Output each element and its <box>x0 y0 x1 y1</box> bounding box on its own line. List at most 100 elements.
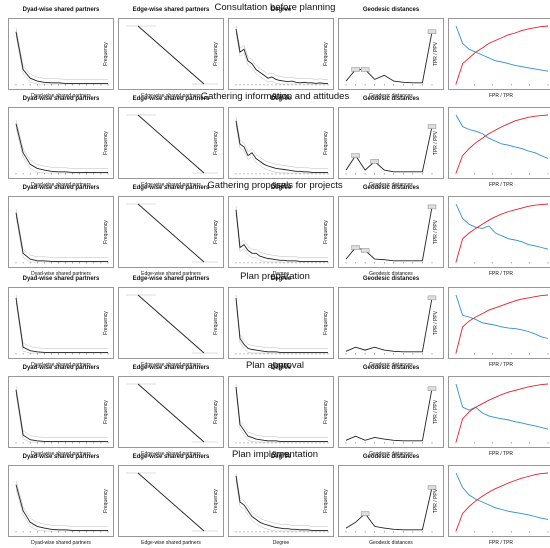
y-axis-label: Frequency <box>103 400 109 424</box>
plot-frame <box>448 196 550 268</box>
panel-plot <box>228 465 334 537</box>
x-axis-label: FPR / TPR <box>488 271 514 277</box>
plot-frame <box>228 465 334 537</box>
observed-line <box>345 126 433 173</box>
plot-frame <box>228 107 334 179</box>
panel-title: Geodesic distances <box>362 365 420 371</box>
panel-geo: Geodesic distances Geodesic distances Freq… <box>323 276 444 368</box>
plot-frame <box>338 196 444 268</box>
y-axis-label: Frequency <box>323 400 329 424</box>
sim-band-upper <box>15 294 108 349</box>
boxplot-marker <box>370 159 379 164</box>
boxplot-marker <box>360 248 370 253</box>
panel-geo: Geodesic distances Geodesic distances Freq… <box>323 7 444 99</box>
panel-dsp: Dyad-wise shared partners Dyad-wise share… <box>8 185 114 277</box>
observed-line <box>137 383 205 443</box>
panel-roc: FPR / TPR TPR / PPV <box>433 287 550 368</box>
plot-frame <box>338 287 444 359</box>
panel-plot <box>448 107 550 179</box>
panel-dsp: Dyad-wise shared partners Dyad-wise share… <box>8 454 114 546</box>
y-axis-label: Frequency <box>103 220 109 244</box>
panel-title: Dyad-wise shared partners <box>22 454 100 460</box>
roc-curve <box>455 203 549 263</box>
y-axis-label: Frequency <box>323 42 329 66</box>
x-axis-label: Edge-wise shared partners <box>141 93 201 99</box>
plot-frame <box>118 287 224 359</box>
panel-title: Edge-wise shared partners <box>132 7 210 13</box>
observed-line <box>15 484 108 531</box>
panel-plot <box>338 287 444 359</box>
panel-plot <box>448 287 550 359</box>
pr-curve <box>455 383 549 430</box>
roc-curve <box>455 472 549 532</box>
panel-title: Degree <box>270 7 292 13</box>
panel-esp: Edge-wise shared partners Edge-wise share… <box>103 365 224 457</box>
panel-dsp: Dyad-wise shared partners Dyad-wise share… <box>8 7 114 99</box>
observed-line <box>345 206 433 262</box>
panel-title: Edge-wise shared partners <box>132 185 210 191</box>
panel-title: Degree <box>270 454 292 460</box>
panel-plot <box>118 465 224 537</box>
x-axis-label: FPR / TPR <box>488 451 514 457</box>
x-axis-label: Dyad-wise shared partners <box>31 362 91 368</box>
x-axis-label: Geodesic distances <box>369 362 413 368</box>
sim-band-upper <box>15 27 108 80</box>
plot-frame <box>118 107 224 179</box>
y-axis-label: TPR / PPV <box>433 310 439 336</box>
y-axis-label: Frequency <box>213 400 219 424</box>
plot-frame <box>338 107 444 179</box>
plot-frame <box>448 465 550 537</box>
x-axis-label: Dyad-wise shared partners <box>31 451 91 457</box>
y-axis-label: Frequency <box>213 311 219 335</box>
x-axis-label: FPR / TPR <box>488 362 514 368</box>
panel-deg: Degree Degree Frequency <box>213 7 334 99</box>
pr-curve <box>455 203 549 250</box>
panel-geo: Geodesic distances Geodesic distances Freq… <box>323 96 444 188</box>
panel-esp: Edge-wise shared partners Edge-wise share… <box>103 96 224 188</box>
panel-title: Dyad-wise shared partners <box>22 276 100 282</box>
panel-title: Degree <box>270 276 292 282</box>
y-axis-label: Frequency <box>213 220 219 244</box>
panel-plot <box>228 376 334 448</box>
plot-frame <box>448 376 550 448</box>
panel-deg: Degree Degree Frequency <box>213 185 334 277</box>
panel-esp: Edge-wise shared partners Edge-wise share… <box>103 454 224 546</box>
sim-band-upper <box>15 208 108 258</box>
x-axis-label: Geodesic distances <box>369 271 413 277</box>
boxplot-marker <box>427 295 437 301</box>
observed-line <box>235 297 328 353</box>
x-axis-label: Edge-wise shared partners <box>141 271 201 277</box>
boxplot-marker <box>427 204 437 210</box>
plot-frame <box>8 465 114 537</box>
section-title: Gathering proposals for projects <box>207 180 343 191</box>
plot-frame <box>338 376 444 448</box>
panel-dsp: Dyad-wise shared partners Dyad-wise share… <box>8 96 114 188</box>
x-axis-label: Degree <box>272 271 290 277</box>
observed-line <box>15 389 108 442</box>
panel-plot <box>448 196 550 268</box>
observed-line <box>137 203 205 263</box>
boxplot-marker <box>360 67 370 72</box>
plot-frame <box>118 196 224 268</box>
plot-frame <box>228 287 334 359</box>
section-title: Plan preparation <box>240 271 310 282</box>
y-axis-label: Frequency <box>323 489 329 513</box>
panel-plot <box>338 107 444 179</box>
y-axis-label: TPR / PPV <box>433 41 439 67</box>
panel-plot <box>448 465 550 537</box>
y-axis-label: Frequency <box>103 311 109 335</box>
boxplot-marker <box>427 29 437 35</box>
x-axis-label: FPR / TPR <box>488 540 514 546</box>
plot-frame <box>338 18 444 90</box>
sim-band-upper <box>235 116 328 169</box>
panel-deg: Degree Degree Frequency <box>213 96 334 188</box>
sim-band-lower <box>15 488 108 532</box>
plot-frame <box>118 18 224 90</box>
y-axis-label: Frequency <box>103 42 109 66</box>
panel-dsp: Dyad-wise shared partners Dyad-wise share… <box>8 276 114 368</box>
x-axis-label: Edge-wise shared partners <box>141 540 201 546</box>
panel-deg: Degree Degree Frequency <box>213 365 334 457</box>
panel-geo: Geodesic distances Geodesic distances Freq… <box>323 185 444 277</box>
roc-curve <box>455 25 549 85</box>
sim-band-lower <box>15 301 108 354</box>
